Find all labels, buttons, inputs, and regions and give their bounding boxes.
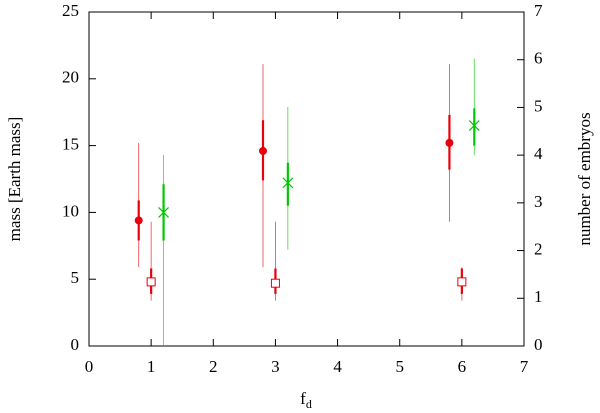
x-tick-label: 0 (85, 357, 94, 376)
y-tick-label: 0 (71, 335, 80, 354)
x-axis-label-main: f (300, 389, 306, 408)
x-tick-label: 6 (458, 357, 467, 376)
point (146, 277, 156, 287)
y-tick-label: 20 (62, 68, 79, 87)
y2-tick-label: 0 (534, 335, 543, 354)
y2-tick-label: 6 (534, 49, 543, 68)
x-tick-label: 7 (520, 357, 529, 376)
point (134, 216, 143, 225)
y-tick-label: 25 (62, 1, 79, 20)
x-tick-label: 4 (333, 357, 342, 376)
x-tick-label: 5 (395, 357, 404, 376)
point (270, 278, 280, 288)
point (445, 138, 454, 147)
y2-tick-label: 5 (534, 96, 543, 115)
y2-tick-label: 4 (534, 144, 543, 163)
x-tick-label: 1 (147, 357, 156, 376)
y2-tick-label: 1 (534, 287, 543, 306)
y-axis-label: mass [Earth mass] (5, 117, 24, 242)
y2-axis-label: number of embryos (575, 112, 594, 245)
plot-frame (88, 11, 525, 347)
y-tick-label: 10 (62, 201, 79, 220)
point (158, 206, 169, 218)
y2-tick-label: 7 (534, 1, 543, 20)
x-tick-label: 2 (209, 357, 218, 376)
y-tick-label: 15 (62, 135, 79, 154)
point (259, 146, 267, 155)
point (282, 177, 294, 189)
point (457, 277, 467, 287)
y2-tick-label: 2 (534, 239, 543, 258)
point (468, 120, 480, 131)
y2-tick-label: 3 (534, 192, 543, 211)
y-tick-label: 5 (71, 268, 80, 287)
x-axis-label-subscript: d (306, 397, 312, 411)
x-axis-label: fd (300, 389, 312, 411)
x-tick-label: 3 (271, 357, 280, 376)
